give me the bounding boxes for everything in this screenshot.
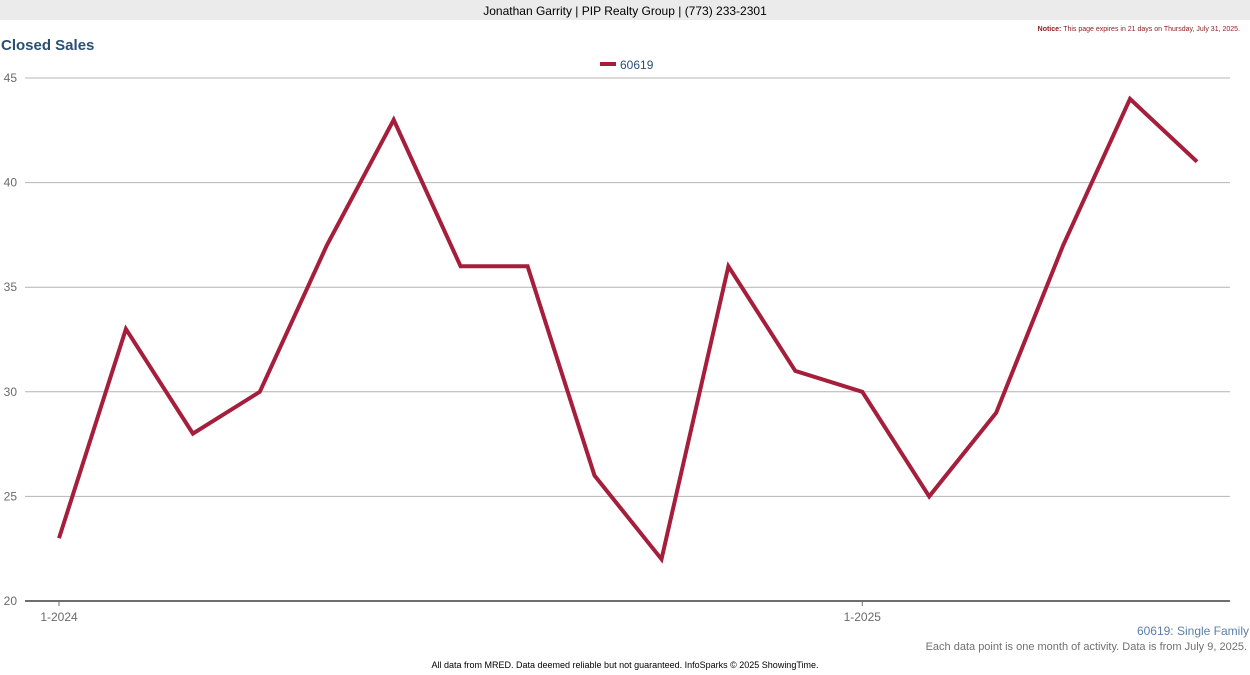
x-tick-label-1-2024: 1-2024 <box>40 610 78 624</box>
series-line-60619 <box>57 95 1199 564</box>
y-tick-label-25: 25 <box>4 489 18 503</box>
chart-title: Closed Sales <box>1 37 95 54</box>
notice-text: This page expires in 21 days on Thursday… <box>1063 26 1240 33</box>
data-footnote: Each data point is one month of activity… <box>925 641 1247 653</box>
x-tick-label-1-2025: 1-2025 <box>844 610 882 624</box>
expiry-notice: Notice: This page expires in 21 days on … <box>1038 26 1240 33</box>
gridlines <box>25 77 1230 497</box>
y-tick-label-40: 40 <box>4 176 18 190</box>
y-tick-label-35: 35 <box>4 280 18 294</box>
y-tick-label-30: 30 <box>4 385 18 399</box>
y-axis-ticks: 20 25 30 35 40 45 <box>4 71 18 608</box>
x-axis-ticks: 1-2024 1-2025 <box>40 601 881 624</box>
notice-label: Notice: <box>1037 26 1062 33</box>
legend[interactable]: 60619 <box>600 58 654 72</box>
line-chart: 20 25 30 35 40 45 1-2024 1-2025 60619 <box>4 58 1230 624</box>
agent-header: Jonathan Garrity | PIP Realty Group | (7… <box>0 0 1250 20</box>
page-footer: All data from MRED. Data deemed reliable… <box>431 660 819 670</box>
y-tick-label-45: 45 <box>4 71 18 85</box>
y-tick-label-20: 20 <box>4 594 18 608</box>
series-caption: 60619: Single Family <box>1136 624 1249 638</box>
legend-label-60619[interactable]: 60619 <box>620 58 654 72</box>
series-lines <box>57 95 1199 564</box>
